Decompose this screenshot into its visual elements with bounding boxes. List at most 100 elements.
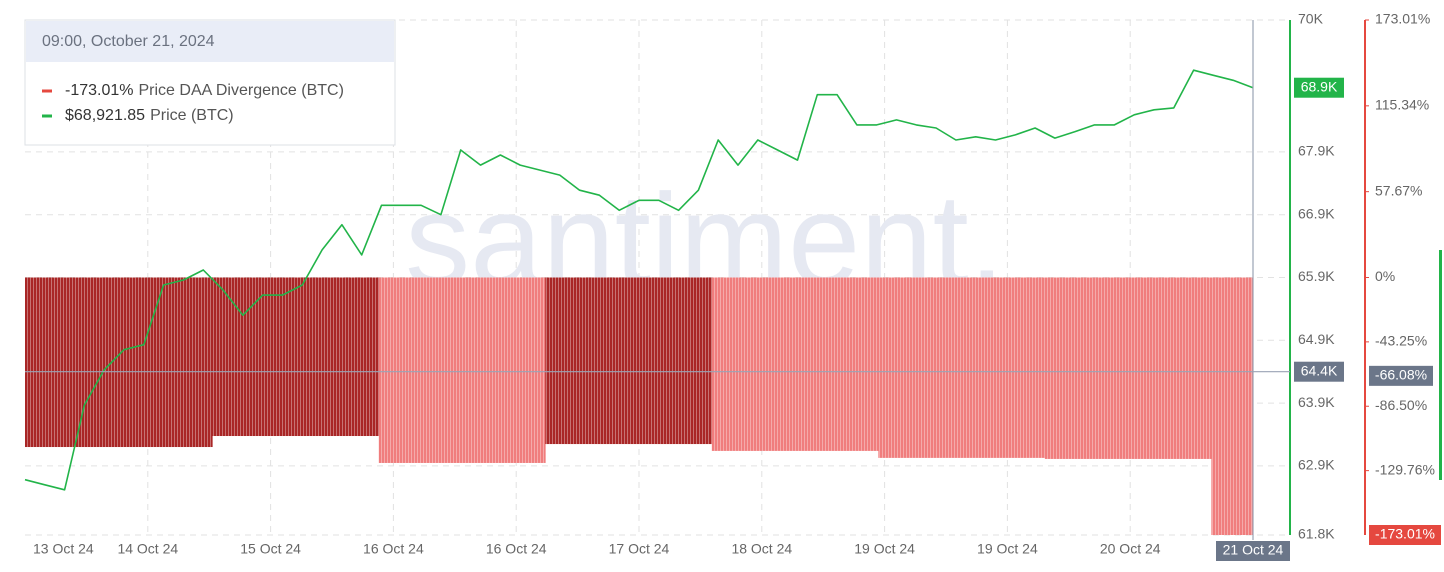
last-divergence-label: -173.01% bbox=[1375, 526, 1435, 542]
y2-tick-label: 115.34% bbox=[1375, 97, 1429, 113]
bar-texture bbox=[274, 277, 296, 437]
bar-texture bbox=[649, 277, 671, 445]
legend-entry: -173.01% Price DAA Divergence (BTC) bbox=[65, 82, 344, 99]
bar-texture bbox=[982, 277, 1004, 458]
y2-tick-label: 57.67% bbox=[1375, 182, 1422, 198]
bar-texture bbox=[815, 277, 838, 451]
bar-texture bbox=[66, 277, 88, 448]
bar-texture bbox=[836, 277, 858, 451]
bar-texture bbox=[961, 277, 983, 458]
bar-texture bbox=[1107, 277, 1129, 459]
bar-texture bbox=[878, 277, 900, 458]
bar-texture bbox=[191, 277, 213, 448]
bar-texture bbox=[503, 277, 525, 463]
bar-texture bbox=[1065, 277, 1087, 459]
bar-texture bbox=[233, 277, 255, 437]
bar-texture bbox=[586, 277, 609, 445]
legend-name: Price DAA Divergence (BTC) bbox=[139, 82, 344, 99]
price-line bbox=[24, 69, 1254, 491]
legend-name: Price (BTC) bbox=[150, 107, 234, 124]
y-tick-label: 63.9K bbox=[1298, 394, 1335, 410]
data-layer bbox=[24, 69, 1254, 535]
bar-texture bbox=[691, 277, 713, 445]
bar-texture bbox=[753, 277, 775, 451]
crosshair-y2-label: -66.08% bbox=[1375, 367, 1427, 383]
scroll-indicator bbox=[1439, 250, 1442, 480]
bar-texture bbox=[940, 277, 962, 458]
bar-texture bbox=[45, 277, 67, 448]
last-price-label: 68.9K bbox=[1301, 78, 1338, 94]
bar-texture bbox=[899, 277, 921, 458]
bar-texture bbox=[108, 277, 130, 448]
tooltip: 09:00, October 21, 2024 bbox=[24, 19, 396, 146]
bar-texture bbox=[1044, 277, 1066, 459]
x-tick-label: 17 Oct 24 bbox=[609, 541, 670, 557]
bar-texture bbox=[253, 277, 276, 437]
bar-texture bbox=[524, 277, 546, 463]
bar-texture bbox=[25, 277, 47, 448]
bar-texture bbox=[1190, 277, 1212, 459]
last-divergence-label-box bbox=[1369, 525, 1441, 545]
bar-texture bbox=[129, 277, 151, 448]
bar-texture bbox=[87, 277, 109, 448]
y-tick-label: 64.9K bbox=[1298, 331, 1335, 347]
legend-entry: $68,921.85 Price (BTC) bbox=[65, 107, 234, 124]
legend-value: -173.01% bbox=[65, 82, 134, 99]
x-tick-label: 19 Oct 24 bbox=[854, 541, 915, 557]
bar-texture bbox=[732, 277, 754, 451]
x-tick-label: 16 Oct 24 bbox=[486, 541, 547, 557]
bar-texture bbox=[1232, 277, 1254, 535]
bar-texture bbox=[545, 277, 567, 445]
bar-texture bbox=[399, 277, 421, 463]
y-tick-label: 65.9K bbox=[1298, 268, 1335, 284]
x-tick-label: 13 Oct 24 bbox=[33, 541, 94, 557]
y2-tick-label: 0% bbox=[1375, 268, 1395, 284]
bar-texture bbox=[670, 277, 692, 445]
bar-texture bbox=[170, 277, 192, 448]
y-tick-label: 67.9K bbox=[1298, 143, 1335, 159]
bar-texture bbox=[462, 277, 484, 463]
y-tick-label: 66.9K bbox=[1298, 205, 1335, 221]
bar-texture bbox=[566, 277, 588, 445]
y2-tick-label: -43.25% bbox=[1375, 333, 1427, 349]
y-tick-label: 70K bbox=[1298, 11, 1324, 27]
bar-texture bbox=[1169, 277, 1191, 459]
bar-texture bbox=[358, 277, 380, 437]
bar-texture bbox=[607, 277, 629, 445]
crosshair-y-label-box bbox=[1294, 361, 1344, 382]
crosshair-x-label: 21 Oct 24 bbox=[1223, 542, 1284, 558]
bar-texture bbox=[774, 277, 796, 451]
bar-texture bbox=[441, 277, 463, 463]
bar-texture bbox=[378, 277, 400, 463]
bar-texture bbox=[420, 277, 442, 463]
bar-texture bbox=[1128, 277, 1150, 459]
y-tick-label: 62.9K bbox=[1298, 457, 1335, 473]
bar-texture bbox=[1086, 277, 1108, 459]
y-tick-label: 61.8K bbox=[1298, 526, 1335, 542]
x-tick-label: 14 Oct 24 bbox=[117, 541, 178, 557]
x-tick-label: 20 Oct 24 bbox=[1100, 541, 1161, 557]
bar-texture bbox=[1003, 277, 1025, 458]
overlay-layer: 61.8K 62.9K 63.9K 64.9K 65.9K 66.9K 67.9K 70K -1… bbox=[25, 11, 1441, 561]
bar-texture bbox=[795, 277, 817, 451]
bar-texture bbox=[316, 277, 338, 437]
bar-texture bbox=[628, 277, 650, 445]
bar-texture bbox=[482, 277, 505, 463]
bar-texture bbox=[295, 277, 317, 437]
y2-tick-label: -129.76% bbox=[1375, 461, 1435, 477]
y2-tick-label: -86.50% bbox=[1375, 397, 1427, 413]
tooltip-title: 09:00, October 21, 2024 bbox=[42, 33, 215, 50]
bar-texture bbox=[711, 277, 733, 451]
bar-texture bbox=[857, 277, 879, 451]
y2-tick-label: 173.01% bbox=[1375, 11, 1430, 27]
x-tick-label: 16 Oct 24 bbox=[363, 541, 424, 557]
tooltip-items: -173.01% Price DAA Divergence (BTC) $68,92… bbox=[42, 82, 344, 124]
crosshair-y2-label-box bbox=[1369, 365, 1433, 386]
bar-texture bbox=[212, 277, 234, 437]
tooltip-header bbox=[26, 21, 394, 62]
crosshair-y-label: 64.4K bbox=[1301, 362, 1338, 378]
bar-texture bbox=[1211, 277, 1233, 535]
bar-texture bbox=[337, 277, 359, 437]
